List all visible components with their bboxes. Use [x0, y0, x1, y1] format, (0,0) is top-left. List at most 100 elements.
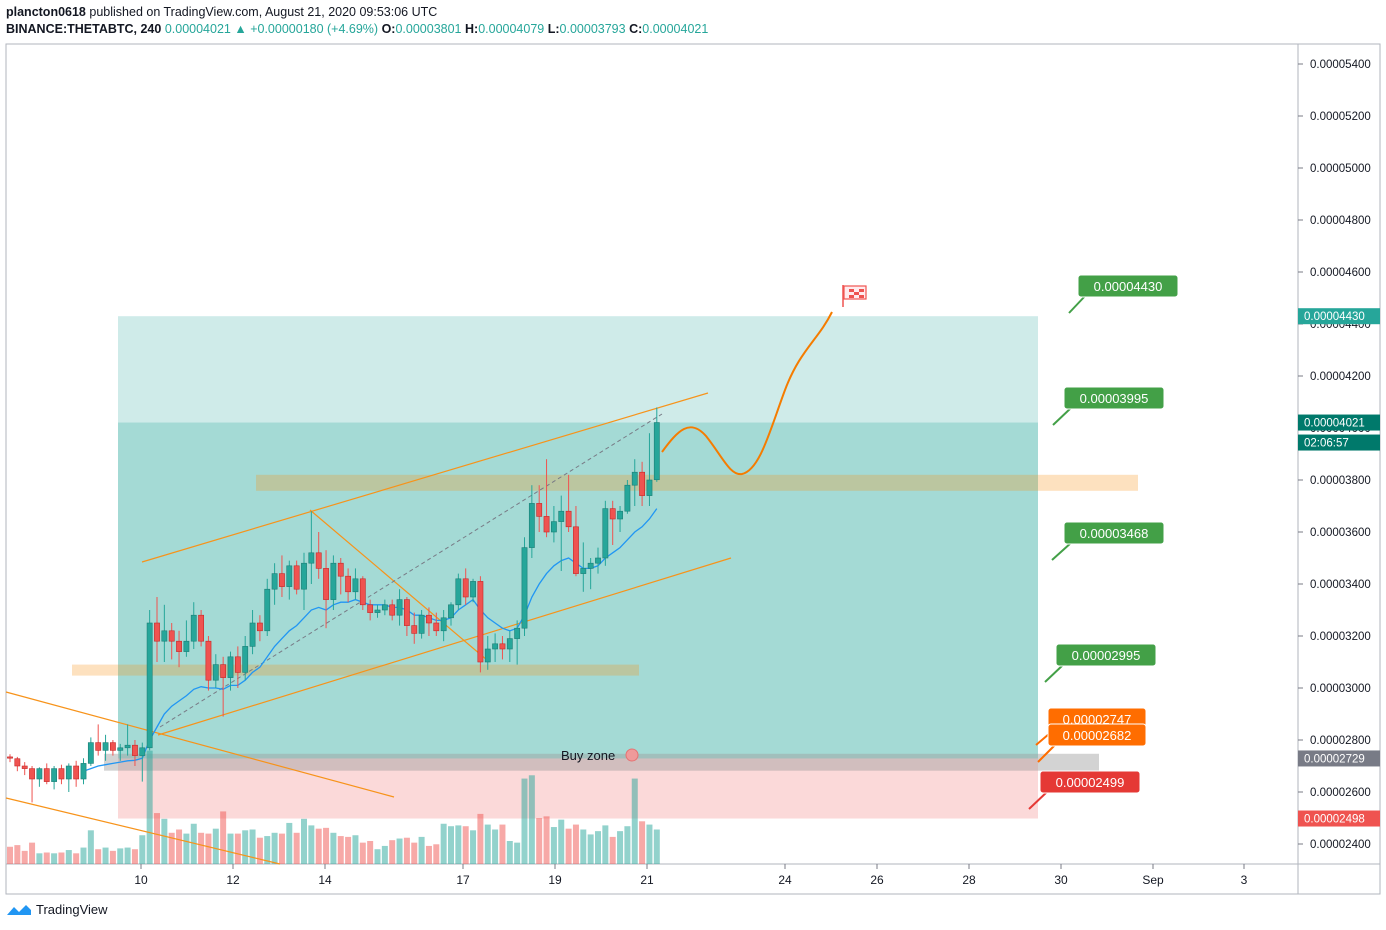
- volume-bar: [462, 826, 469, 864]
- price-tick-label: 0.00002800: [1310, 735, 1371, 747]
- candle-body: [242, 646, 249, 673]
- candle-body: [176, 640, 182, 652]
- volume-bar: [580, 829, 587, 864]
- volume-bar: [176, 829, 183, 864]
- candle-body: [102, 742, 109, 751]
- author-name[interactable]: plancton0618: [6, 5, 86, 19]
- candle-body: [617, 510, 623, 520]
- target-zone-upper: [118, 316, 1038, 423]
- candle-body: [499, 643, 506, 650]
- time-tick-label: 30: [1054, 873, 1068, 887]
- candle-body: [212, 664, 219, 681]
- volume-bar: [58, 852, 65, 864]
- entry-low-label-pointer: [1037, 743, 1057, 763]
- low-value: 0.00003793: [559, 22, 626, 36]
- candle-body: [14, 758, 21, 767]
- volume-bar: [190, 823, 197, 864]
- volume-bar: [418, 836, 425, 864]
- price-tick-label: 0.00002600: [1310, 787, 1371, 799]
- volume-bar: [227, 833, 234, 864]
- candle-body: [95, 742, 102, 751]
- volume-bar: [95, 849, 102, 864]
- time-axis[interactable]: 10 12 14 17 19 21 24 26 28 30 Sep 3: [134, 864, 1248, 887]
- volume-bar: [617, 831, 624, 864]
- candle-body: [484, 648, 491, 663]
- candle-body: [146, 622, 153, 749]
- candle-body: [36, 768, 43, 780]
- candle-body: [550, 521, 557, 533]
- candle-body: [609, 508, 616, 520]
- candle-body: [132, 744, 138, 756]
- candle-body: [433, 622, 440, 632]
- volume-bar: [631, 778, 638, 864]
- price-tick-label: 0.00004800: [1310, 215, 1371, 227]
- volume-bar: [396, 838, 403, 864]
- candle-body: [514, 627, 521, 639]
- open-value: 0.00003801: [395, 22, 462, 36]
- volume-bar: [403, 837, 410, 864]
- candle-body: [580, 568, 587, 574]
- volume-bar: [536, 818, 543, 864]
- tp2-label-pointer: [1051, 541, 1073, 561]
- entry-low-label-text: 0.00002682: [1063, 728, 1132, 743]
- volume-bar: [323, 827, 330, 864]
- volume-bar: [139, 835, 146, 864]
- candle-body: [418, 614, 425, 634]
- price-tick-label: 0.00003000: [1310, 683, 1371, 695]
- volume-bar: [639, 821, 646, 864]
- tradingview-branding[interactable]: TradingView: [6, 902, 108, 917]
- candle-body: [110, 742, 116, 751]
- candle-body: [51, 768, 57, 782]
- candles-layer: [7, 407, 660, 803]
- candle-body: [7, 756, 13, 759]
- candle-body: [205, 640, 212, 681]
- target-price-badge-box: [1298, 308, 1380, 325]
- candle-body: [374, 609, 381, 613]
- flag-checks: [849, 289, 864, 298]
- price-tick-label: 0.00003600: [1310, 527, 1371, 539]
- buy-zone-emoji-icon: [625, 748, 639, 762]
- tp3-label-box: [1063, 386, 1165, 410]
- target-labels: 0.00004430 0.00003995 0.00003468 0.00002995…: [1028, 274, 1179, 810]
- volume-bar: [425, 845, 432, 864]
- candle-body: [345, 575, 351, 593]
- volume-bar: [109, 850, 116, 864]
- published-text: published on TradingView.com, August 21,…: [89, 5, 438, 19]
- candle-body: [323, 568, 329, 600]
- price-axis[interactable]: 0.00002400 0.00002600 0.00002800 0.00003000…: [1298, 59, 1380, 851]
- volume-bar: [499, 824, 506, 864]
- price-tick-label: 0.00002400: [1310, 839, 1371, 851]
- last-price: 0.00004021: [164, 22, 231, 36]
- volume-bar: [293, 832, 300, 864]
- volume-bar: [352, 835, 359, 864]
- volume-bar: [550, 827, 557, 864]
- candle-body: [352, 578, 359, 593]
- stop-price-badge-box: [1298, 810, 1380, 827]
- candle-body: [161, 630, 168, 642]
- stop-zone: [118, 758, 1038, 819]
- volume-bar: [80, 847, 87, 864]
- candle-body: [426, 614, 432, 624]
- volume-bar: [264, 836, 271, 864]
- buy-zone-label: Buy zone: [561, 748, 615, 763]
- current-price-badge-box: [1298, 414, 1380, 431]
- candle-body: [80, 763, 87, 780]
- volume-bar: [337, 836, 344, 864]
- candle-body: [198, 614, 204, 642]
- volume-bar: [558, 819, 565, 864]
- candle-body: [440, 617, 447, 632]
- tp1-label-text: 0.00002995: [1072, 648, 1141, 663]
- candle-body: [301, 562, 307, 590]
- candle-body: [117, 747, 124, 751]
- candle-body: [536, 503, 543, 517]
- volume-bar: [212, 828, 219, 864]
- volume-bar: [29, 842, 36, 864]
- stop-label-pointer: [1028, 790, 1049, 810]
- candle-body: [624, 484, 631, 512]
- candle-body: [271, 573, 278, 590]
- ohlc-legend: BINANCE:THETABTC, 240 0.00004021 ▲ +0.00…: [6, 22, 708, 36]
- candle-body: [381, 604, 388, 611]
- projection-path: [661, 311, 833, 476]
- candle-body: [367, 604, 374, 613]
